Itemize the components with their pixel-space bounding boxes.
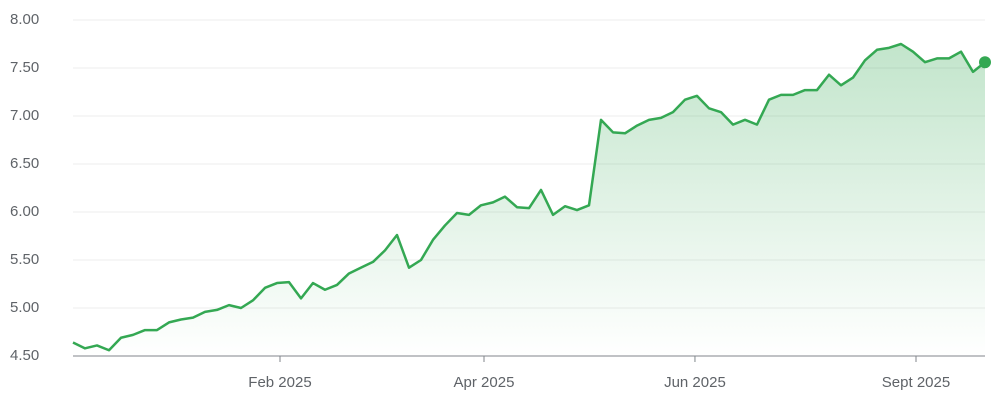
area	[73, 44, 985, 356]
line	[72, 42, 986, 352]
x-tick-label: Apr 2025	[454, 374, 515, 391]
y-tick-label: 4.50	[10, 347, 39, 364]
x-tick-label: Feb 2025	[248, 374, 311, 391]
y-tick-label: 6.00	[10, 203, 39, 220]
y-tick-label: 7.50	[10, 59, 39, 76]
end-point	[979, 56, 991, 69]
x-tick-label: Jun 2025	[664, 374, 726, 391]
y-tick-label: 5.50	[10, 251, 39, 268]
y-tick-label: 7.00	[10, 107, 39, 124]
y-tick-label: 6.50	[10, 155, 39, 172]
y-tick-label: 8.00	[10, 11, 39, 28]
y-tick-label: 5.00	[10, 299, 39, 316]
x-tick-label: Sept 2025	[882, 374, 950, 391]
